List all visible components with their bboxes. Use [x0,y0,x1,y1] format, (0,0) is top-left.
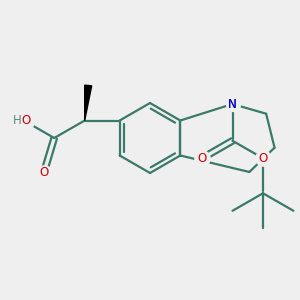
Text: O: O [197,152,207,165]
Text: N: N [228,98,237,110]
Text: O: O [21,114,30,127]
Text: H: H [12,114,21,127]
Text: O: O [258,152,268,165]
Polygon shape [85,85,92,121]
Text: O: O [39,167,48,179]
Text: N: N [228,98,237,110]
